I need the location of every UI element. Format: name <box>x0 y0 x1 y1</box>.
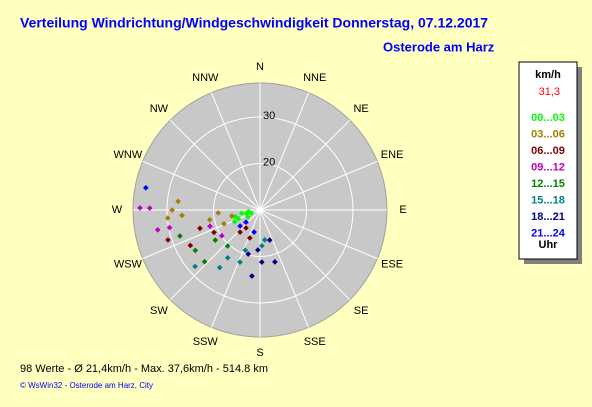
data-point <box>192 247 199 254</box>
direction-label: N <box>256 61 264 73</box>
data-point <box>177 233 183 239</box>
data-point <box>206 216 213 223</box>
data-point <box>197 225 203 232</box>
data-point <box>137 205 143 211</box>
data-point <box>169 207 175 213</box>
data-point <box>216 264 223 271</box>
radial-line <box>259 209 310 328</box>
data-point <box>164 215 171 221</box>
chart-title: Verteilung Windrichtung/Windgeschwindigk… <box>20 15 488 31</box>
data-point <box>245 208 252 215</box>
direction-label: NNE <box>303 72 326 84</box>
legend-entry: 12...15 <box>531 178 565 190</box>
radial-line <box>259 209 378 260</box>
direction-label: S <box>256 347 263 359</box>
data-point <box>212 237 219 244</box>
r-tick-label: 20 <box>263 156 275 168</box>
data-point <box>249 273 255 279</box>
legend-value: 31,3 <box>539 86 560 98</box>
data-point <box>258 259 265 265</box>
radial-line <box>169 209 261 301</box>
data-point <box>165 237 171 243</box>
data-point <box>201 258 208 265</box>
data-point <box>215 210 222 216</box>
data-point <box>166 224 173 231</box>
direction-label: NNW <box>192 72 219 84</box>
data-point <box>207 223 213 230</box>
radial-line <box>210 209 261 328</box>
data-point <box>243 219 249 226</box>
data-point <box>218 232 225 239</box>
data-point <box>237 223 243 229</box>
direction-label: ESE <box>381 259 403 271</box>
direction-label: E <box>399 204 406 216</box>
legend-entry: 18...21 <box>531 211 565 223</box>
legend-box <box>518 61 578 260</box>
data-point <box>243 225 249 231</box>
legend-entry: 03...06 <box>531 128 565 140</box>
legend-entry: 21...24 <box>531 227 566 239</box>
direction-label: ENE <box>381 149 404 161</box>
radial-line <box>259 119 351 211</box>
direction-label: WNW <box>114 149 143 161</box>
direction-label: NW <box>150 103 169 115</box>
data-point <box>251 229 257 235</box>
direction-label: SSE <box>304 336 326 348</box>
legend-entry: 00...03 <box>531 112 565 124</box>
legend-title: km/h <box>535 69 561 81</box>
data-point <box>246 235 253 241</box>
radial-line <box>259 209 351 301</box>
grid-ring <box>212 162 308 258</box>
data-point <box>237 259 243 265</box>
direction-label: W <box>112 204 123 216</box>
radial-line <box>259 92 310 211</box>
footer: 98 Werte - Ø 21,4km/h - Max. 37,6km/h - … <box>20 363 268 375</box>
data-point <box>261 237 268 243</box>
data-point <box>266 237 273 243</box>
direction-label: WSW <box>114 259 143 271</box>
data-point <box>238 210 245 217</box>
data-point <box>245 214 251 220</box>
data-point <box>231 218 238 225</box>
direction-label: SE <box>354 305 369 317</box>
chart-subtitle: Osterode am Harz <box>383 39 495 54</box>
radial-line <box>210 92 261 211</box>
data-point <box>237 229 243 235</box>
legend-unit: Uhr <box>539 239 559 251</box>
radial-line <box>142 160 261 211</box>
data-point <box>154 227 161 233</box>
data-point <box>187 242 194 249</box>
direction-label: NE <box>353 103 368 115</box>
data-point <box>245 251 252 257</box>
data-point <box>272 259 278 265</box>
data-point <box>179 212 185 219</box>
r-tick-label: 30 <box>263 110 275 122</box>
data-point <box>143 184 149 191</box>
data-point <box>192 263 198 270</box>
legend-entry: 09...12 <box>531 161 565 173</box>
data-point <box>228 213 235 219</box>
data-point <box>242 247 249 254</box>
legend-entry: 06...09 <box>531 145 565 157</box>
data-point <box>232 213 239 220</box>
credit: © WsWin32 - Osterode am Harz, City <box>20 381 153 390</box>
data-point <box>224 243 231 249</box>
data-point <box>259 242 265 249</box>
direction-label: SSW <box>193 336 219 348</box>
grid-ring <box>166 116 354 304</box>
radial-line <box>169 119 261 211</box>
data-point <box>175 198 181 205</box>
direction-label: SW <box>150 305 168 317</box>
legend-entry: 15...18 <box>531 194 565 206</box>
radial-line <box>259 160 378 211</box>
data-point <box>221 221 227 227</box>
data-point <box>146 205 153 211</box>
data-point <box>211 229 217 236</box>
